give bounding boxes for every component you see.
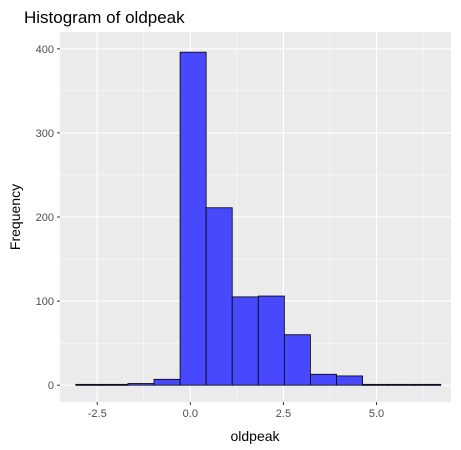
- y-axis: 0 100 200 300 400: [36, 44, 60, 392]
- histogram-bar: [310, 373, 337, 386]
- x-axis: -2.5 0.0 2.5 5.0: [88, 402, 384, 420]
- y-tick-label: 0: [48, 380, 54, 392]
- histogram-bar: [362, 383, 390, 386]
- chart-title: Histogram of oldpeak: [24, 8, 185, 27]
- histogram-bar: [336, 375, 363, 386]
- histogram-bar: [101, 383, 129, 386]
- histogram-bar: [127, 383, 155, 386]
- histogram-bar: [388, 383, 416, 386]
- histogram-bar: [75, 383, 103, 386]
- histogram-bar: [179, 51, 207, 386]
- x-tick-label: -2.5: [88, 408, 107, 420]
- x-axis-title: oldpeak: [230, 428, 280, 444]
- histogram-bar: [153, 378, 181, 386]
- histogram-bar: [205, 207, 233, 386]
- histogram-bar: [283, 334, 311, 386]
- histogram-bar: [257, 295, 285, 386]
- y-axis-title: Frequency: [7, 184, 23, 250]
- histogram-bar: [231, 296, 259, 386]
- y-tick-label: 400: [36, 44, 54, 56]
- x-tick-label: 0.0: [183, 408, 198, 420]
- x-tick-label: 2.5: [276, 408, 291, 420]
- histogram-bar: [414, 383, 442, 386]
- y-tick-label: 200: [36, 212, 54, 224]
- y-tick-label: 300: [36, 128, 54, 140]
- y-tick-label: 100: [36, 296, 54, 308]
- histogram-bars: [75, 51, 442, 386]
- x-tick-label: 5.0: [369, 408, 384, 420]
